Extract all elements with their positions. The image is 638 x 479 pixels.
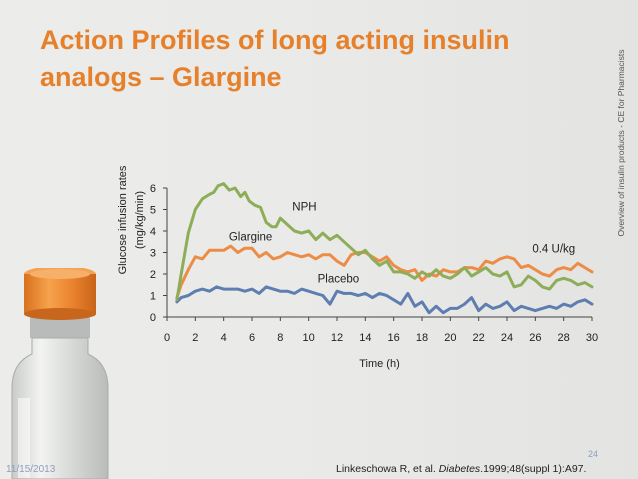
x-tick-label: 0 xyxy=(164,332,170,344)
reference-authors: Linkeschowa R, et al. xyxy=(336,463,439,475)
x-tick-label: 18 xyxy=(416,332,428,344)
y-tick-label: 5 xyxy=(150,205,156,217)
x-tick-label: 2 xyxy=(192,332,198,344)
x-tick-label: 20 xyxy=(444,332,456,344)
insulin-vial-image xyxy=(11,268,109,479)
reference-journal: Diabetes xyxy=(438,463,481,475)
x-axis-label: Time (h) xyxy=(359,358,400,370)
series-line-glargine xyxy=(175,244,594,300)
x-tick-label: 24 xyxy=(501,332,513,344)
annotation-label: Glargine xyxy=(229,232,272,244)
y-tick-label: 2 xyxy=(150,269,156,281)
y-tick-label: 4 xyxy=(150,226,156,238)
y-axis-label-line2: (mg/kg/min) xyxy=(134,190,146,250)
x-tick-label: 10 xyxy=(303,332,315,344)
x-tick-label: 12 xyxy=(331,332,343,344)
x-tick-label: 14 xyxy=(359,332,371,344)
x-tick-label: 22 xyxy=(473,332,485,344)
x-tick-label: 30 xyxy=(586,332,598,344)
y-tick-label: 3 xyxy=(150,248,156,260)
y-tick-label: 1 xyxy=(150,291,156,303)
x-tick-label: 16 xyxy=(388,332,400,344)
x-tick-label: 28 xyxy=(558,332,570,344)
footer-date: 11/15/2013 xyxy=(6,464,56,475)
series-line-nph xyxy=(175,182,594,302)
x-tick-label: 4 xyxy=(221,332,227,344)
y-axis-label: Glucose infusion rates (mg/kg/min) xyxy=(84,130,148,310)
reference-citation: Linkeschowa R, et al. Diabetes.1999;48(s… xyxy=(336,463,586,475)
annotation-label: Placebo xyxy=(318,274,360,286)
y-tick-label: 6 xyxy=(150,183,156,195)
x-tick-label: 8 xyxy=(277,332,283,344)
y-axis-label-line1: Glucose infusion rates xyxy=(117,165,129,275)
y-tick-label: 0 xyxy=(150,312,156,324)
reference-details: .1999;48(suppl 1):A97. xyxy=(480,463,587,475)
x-tick-label: 6 xyxy=(249,332,255,344)
slide-title: Action Profiles of long acting insulin a… xyxy=(40,25,510,92)
slide-number: 24 xyxy=(588,449,599,459)
annotation-label: NPH xyxy=(292,202,316,214)
x-tick-label: 26 xyxy=(529,332,541,344)
series-line-placebo xyxy=(175,285,594,315)
annotation-label: 0.4 U/kg xyxy=(532,244,575,256)
